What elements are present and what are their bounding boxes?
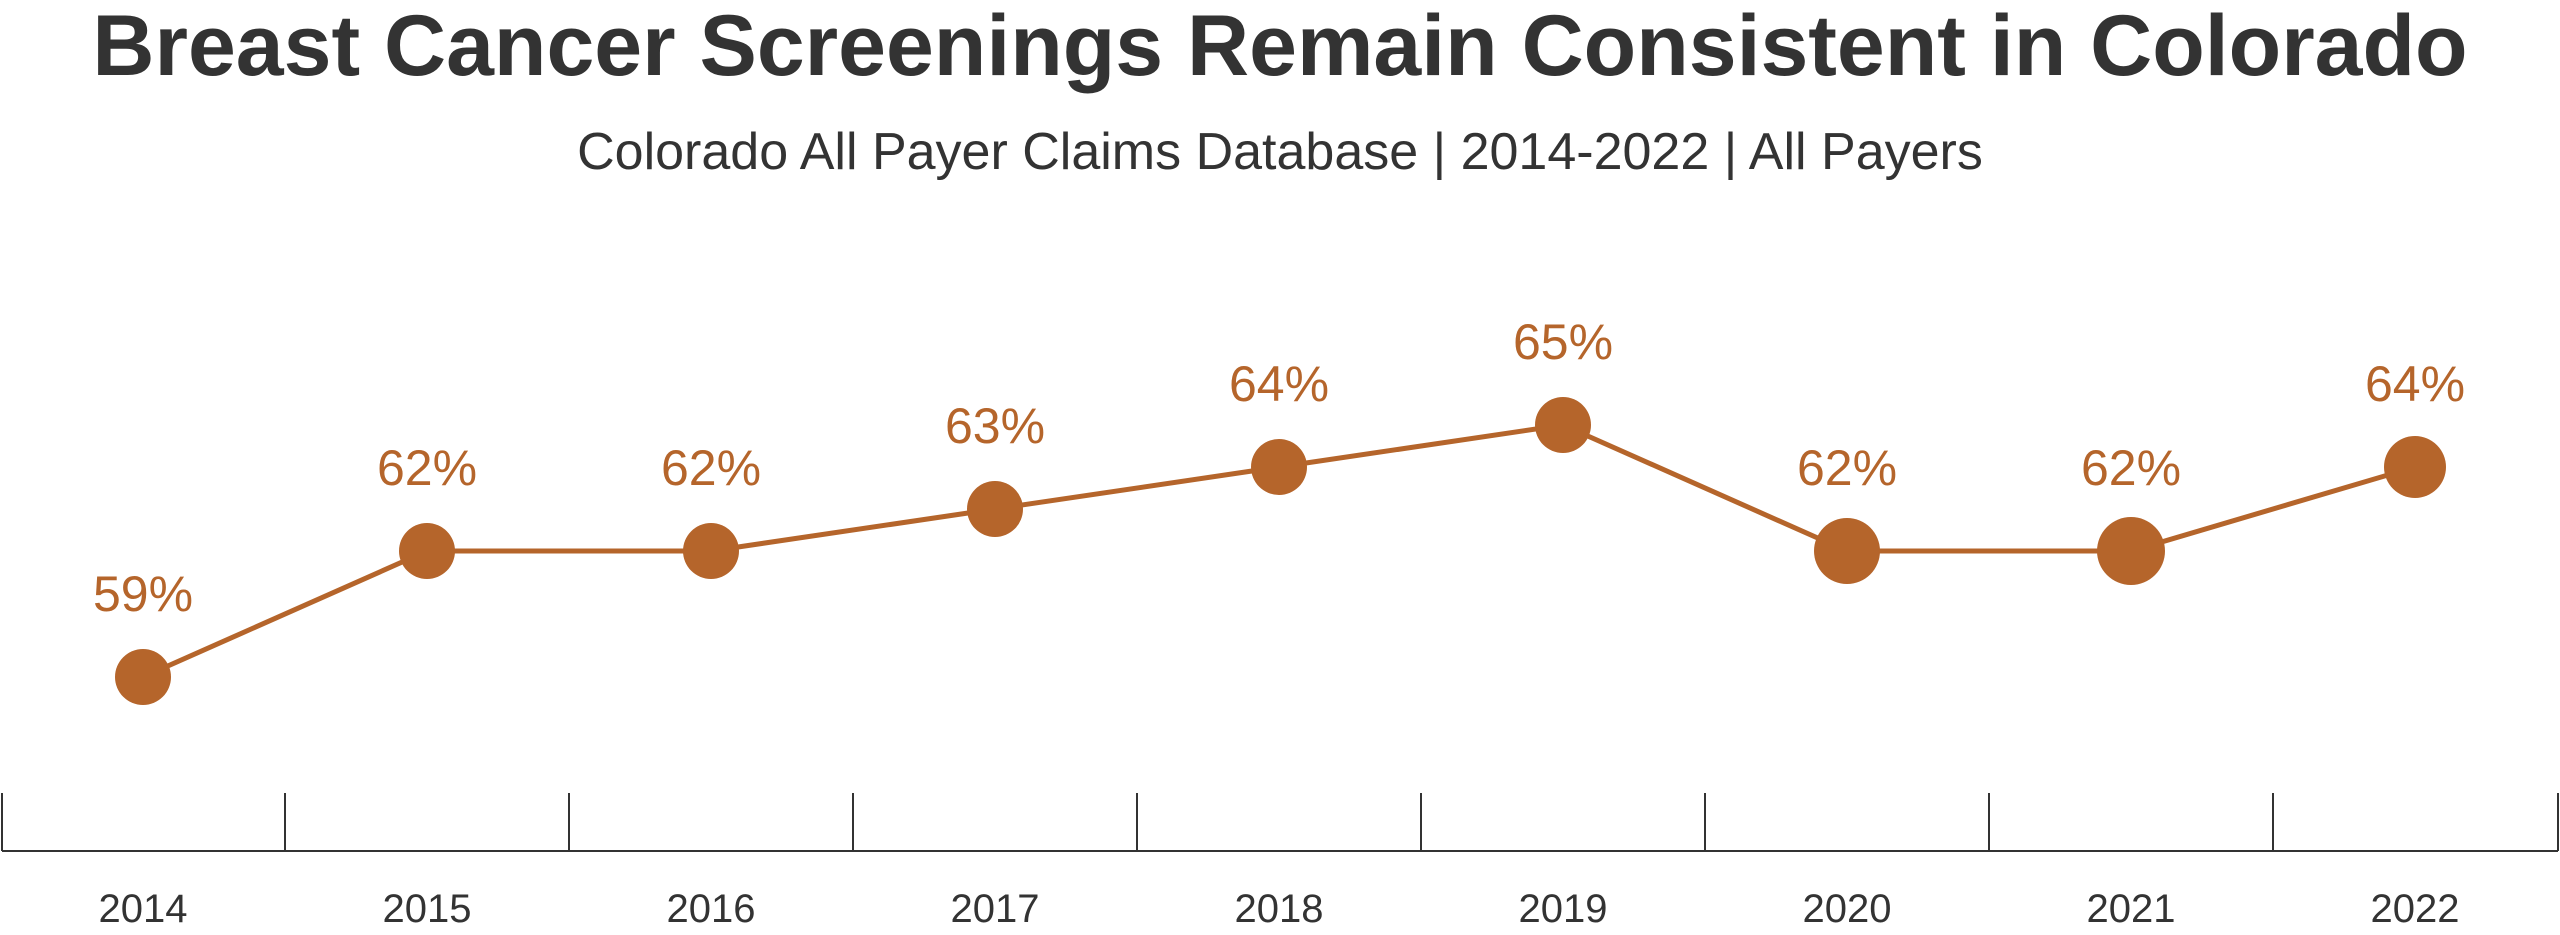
data-labels: 59% 62% 62% 63% 64% 65% 62% 62% 64% [93, 314, 2465, 622]
data-point-2018 [1251, 439, 1307, 495]
data-point-2016 [683, 523, 739, 579]
data-label-2018: 64% [1229, 356, 1329, 412]
x-tick-label-2021: 2021 [2087, 887, 2176, 931]
data-point-2019 [1535, 397, 1591, 453]
data-label-2021: 62% [2081, 440, 2181, 496]
data-label-2015: 62% [377, 440, 477, 496]
data-label-2017: 63% [945, 398, 1045, 454]
x-tick-labels: 2014 2015 2016 2017 2018 2019 2020 2021 2022 [99, 887, 2460, 931]
chart-subtitle: Colorado All Payer Claims Database | 201… [577, 123, 1983, 181]
data-label-2020: 62% [1797, 440, 1897, 496]
data-label-2022: 64% [2365, 356, 2465, 412]
x-tick-label-2015: 2015 [383, 887, 472, 931]
data-point-2015 [399, 523, 455, 579]
x-tick-label-2018: 2018 [1235, 887, 1324, 931]
chart-title: Breast Cancer Screenings Remain Consiste… [92, 0, 2468, 94]
data-point-2022 [2384, 436, 2446, 498]
data-label-2019: 65% [1513, 314, 1613, 370]
x-tick-label-2019: 2019 [1519, 887, 1608, 931]
x-tick-label-2020: 2020 [1803, 887, 1892, 931]
data-label-2016: 62% [661, 440, 761, 496]
x-tick-label-2017: 2017 [951, 887, 1040, 931]
data-point-2017 [967, 481, 1023, 537]
x-tick-label-2014: 2014 [99, 887, 188, 931]
data-points [115, 397, 2446, 705]
x-axis [1, 793, 2559, 852]
data-point-2020 [1814, 518, 1880, 584]
x-tick-label-2016: 2016 [667, 887, 756, 931]
data-label-2014: 59% [93, 566, 193, 622]
data-point-2014 [115, 649, 171, 705]
data-point-2021 [2097, 517, 2165, 585]
x-tick-label-2022: 2022 [2371, 887, 2460, 931]
